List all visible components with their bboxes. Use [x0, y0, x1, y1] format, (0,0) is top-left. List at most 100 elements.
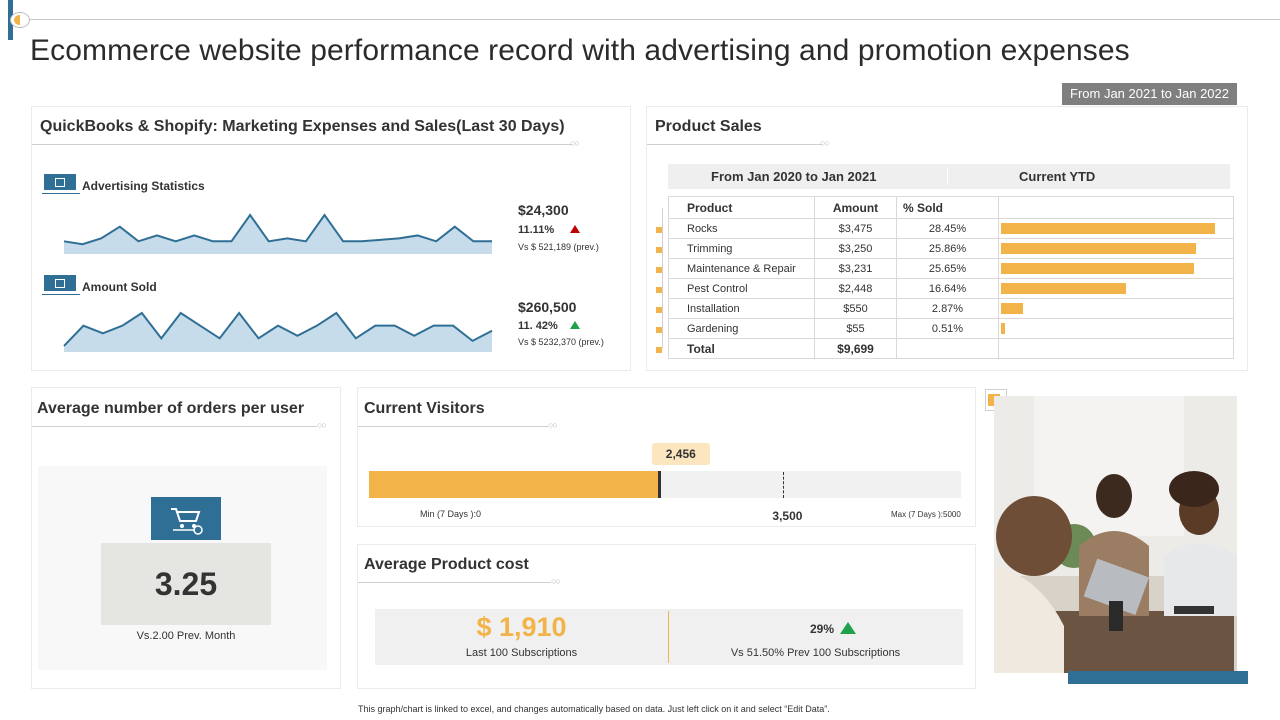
row-bullet-icon [656, 247, 662, 253]
row-bullet-icon [656, 307, 662, 313]
product-pct: 25.65% [896, 258, 999, 279]
product-pct: 16.64% [896, 278, 999, 299]
amount-sold-sparkline [63, 311, 493, 352]
product-bar-cell [998, 298, 1234, 319]
marketing-title-rule [32, 144, 572, 145]
product-cost-card: Average Product cost ○○ $ 1,910 Last 100… [357, 544, 976, 689]
column-header-pct: % Sold [896, 196, 999, 219]
product-cost-panel [375, 609, 963, 665]
product-name: Rocks [668, 218, 815, 239]
product-pct: 25.86% [896, 238, 999, 259]
column-header-product: Product [668, 196, 815, 219]
product-pct-bar [1001, 303, 1023, 314]
product-bar-cell [998, 238, 1234, 259]
product-sales-header-divider [947, 168, 948, 185]
product-cost-divider [668, 611, 669, 663]
amount-sold-up-arrow-icon [570, 321, 580, 329]
orders-value-box [101, 543, 271, 625]
product-sales-bracket [662, 208, 668, 348]
product-amount: $2,448 [814, 278, 897, 299]
amount-sold-sparkline-line [63, 311, 493, 347]
product-sales-bullets [655, 107, 665, 367]
product-amount: $55 [814, 318, 897, 339]
amount-sold-label: Amount Sold [82, 280, 157, 294]
product-cost-rule-dots-icon: ○○ [551, 576, 561, 586]
advertising-icon-underline [42, 193, 80, 194]
visitors-rule-dots-icon: ○○ [548, 420, 558, 430]
total-pct-empty [896, 338, 999, 359]
header-rule [18, 19, 1280, 20]
orders-prev: Vs.2.00 Prev. Month [136, 630, 236, 642]
row-bullet-icon [656, 347, 662, 353]
table-row: Installation $550 2.87% [668, 298, 1234, 319]
product-sales-header-right: Current YTD [1019, 169, 1096, 184]
orders-value: 3.25 [154, 566, 218, 602]
product-sales-rule-dots-icon: ○○ [820, 138, 830, 148]
row-bullet-icon [656, 287, 662, 293]
product-amount: $3,231 [814, 258, 897, 279]
advertising-sparkline-line [63, 213, 492, 246]
total-amount: $9,699 [814, 338, 897, 359]
product-cost-change: 29% [810, 622, 835, 636]
visitors-current-callout [651, 443, 710, 465]
table-row: Trimming $3,250 25.86% [668, 238, 1234, 259]
product-cost-value: $ 1,910 [476, 612, 567, 642]
table-header-row: Product Amount % Sold [668, 196, 1234, 219]
table-row: Gardening $55 0.51% [668, 318, 1234, 339]
orders-title: Average number of orders per user [37, 400, 305, 417]
amount-sold-value: $260,500 [518, 299, 577, 315]
shopping-cart-icon [151, 497, 221, 540]
advertising-icon [44, 174, 76, 192]
amount-sold-sparkline-area [64, 313, 492, 352]
product-pct-bar [1001, 243, 1196, 254]
team-meeting-photo [994, 396, 1237, 673]
product-name: Installation [668, 298, 815, 319]
column-header-amount: Amount [814, 196, 897, 219]
product-pct: 0.51% [896, 318, 999, 339]
product-sales-header-left: From Jan 2020 to Jan 2021 [711, 169, 877, 184]
product-sales-header-bar [668, 164, 1230, 189]
table-total-row: Total $9,699 [668, 338, 1234, 359]
orders-card: Average number of orders per user ○○ 3.2… [31, 387, 341, 689]
column-header-bar [998, 196, 1234, 219]
visitors-max-label: Max (7 Days ):5000 [891, 510, 961, 519]
product-amount: $3,475 [814, 218, 897, 239]
row-bullet-icon [656, 327, 662, 333]
product-name: Trimming [668, 238, 815, 259]
marketing-rule-dots-icon: ○○ [570, 138, 580, 148]
product-bar-cell [998, 258, 1234, 279]
product-sales-title: Product Sales [655, 118, 762, 135]
visitors-midpoint-line [783, 472, 785, 498]
product-cost-value-sub: Last 100 Subscriptions [465, 647, 578, 659]
product-amount: $3,250 [814, 238, 897, 259]
product-pct-bar [1001, 283, 1127, 294]
product-pct-bar [1001, 263, 1194, 274]
product-bar-cell [998, 318, 1234, 339]
advertising-up-arrow-icon [570, 225, 580, 233]
table-row: Maintenance & Repair $3,231 25.65% [668, 258, 1234, 279]
amount-sold-icon-underline [42, 294, 80, 295]
product-bar-cell [998, 218, 1234, 239]
product-name: Maintenance & Repair [668, 258, 815, 279]
visitors-current-value: 2,456 [665, 447, 696, 461]
total-label: Total [668, 338, 815, 359]
marketing-title: QuickBooks & Shopify: Marketing Expenses… [40, 118, 565, 135]
date-range-badge: From Jan 2021 to Jan 2022 [1062, 83, 1237, 105]
advertising-prev: Vs $ 521,189 (prev.) [518, 242, 599, 252]
total-bar-empty [998, 338, 1234, 359]
marketing-card: QuickBooks & Shopify: Marketing Expenses… [31, 106, 631, 371]
product-cost-title: Average Product cost [364, 556, 529, 573]
product-pct-bar [1001, 323, 1005, 334]
visitors-min-label: Min (7 Days ):0 [420, 509, 482, 519]
footer-note: This graph/chart is linked to excel, and… [358, 704, 830, 714]
advertising-change: 11.11% [518, 224, 555, 236]
visitors-mid-label: 3,500 [772, 509, 803, 523]
orders-title-rule [32, 426, 317, 427]
product-amount: $550 [814, 298, 897, 319]
visitors-gauge-marker [657, 471, 661, 498]
advertising-label: Advertising Statistics [82, 179, 205, 193]
product-pct-bar [1001, 223, 1215, 234]
table-row: Pest Control $2,448 16.64% [668, 278, 1234, 299]
product-name: Gardening [668, 318, 815, 339]
advertising-value: $24,300 [518, 202, 569, 218]
